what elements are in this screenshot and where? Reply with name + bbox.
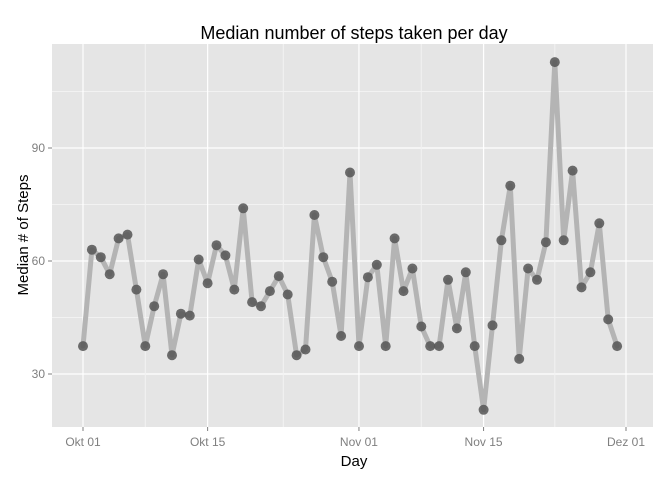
data-point: [131, 284, 142, 295]
data-point: [211, 240, 222, 251]
data-point: [434, 341, 445, 352]
x-tick-label: Okt 01: [65, 435, 101, 449]
data-point: [309, 210, 320, 220]
data-point: [300, 344, 311, 355]
data-point: [238, 203, 249, 214]
data-point: [478, 404, 489, 415]
data-point: [140, 341, 151, 352]
x-tick-label: Nov 15: [465, 435, 503, 449]
data-point: [95, 252, 106, 263]
x-tick-label: Dez 01: [607, 435, 645, 449]
data-point: [407, 263, 418, 274]
data-point: [167, 350, 177, 361]
data-point: [567, 165, 578, 176]
data-point: [354, 341, 364, 352]
data-point: [78, 341, 88, 352]
series-layer: [78, 57, 623, 415]
x-tick-label: Nov 01: [340, 435, 378, 449]
data-point: [229, 284, 240, 295]
data-point: [460, 267, 471, 278]
data-point: [371, 259, 382, 270]
data-point: [603, 314, 614, 325]
data-point: [291, 350, 302, 361]
x-axis: Okt 01 Okt 15 Nov 01 Nov 15 Dez 01: [65, 427, 645, 449]
data-point: [175, 308, 186, 319]
data-point: [532, 274, 542, 285]
y-axis: 30 60 90: [32, 141, 52, 381]
data-point: [505, 180, 516, 191]
chart-title: Median number of steps taken per day: [200, 23, 507, 43]
data-point: [264, 286, 275, 297]
data-point: [451, 323, 462, 334]
grid-lines: [52, 44, 653, 427]
data-point: [380, 341, 391, 352]
data-point: [487, 320, 498, 331]
y-tick-label: 30: [32, 367, 46, 381]
data-point: [336, 331, 347, 341]
data-point: [594, 218, 605, 229]
data-point: [247, 297, 258, 308]
data-point: [549, 57, 560, 68]
y-tick-label: 60: [32, 254, 46, 268]
data-point: [193, 254, 204, 265]
data-point: [469, 341, 480, 352]
data-point: [122, 229, 133, 240]
data-point: [514, 353, 525, 364]
data-point: [612, 341, 623, 352]
data-point: [416, 321, 427, 332]
data-point: [113, 233, 124, 244]
data-point: [104, 269, 115, 280]
data-point: [362, 272, 373, 283]
y-axis-title: Median # of Steps: [15, 175, 32, 296]
data-point: [540, 237, 551, 248]
data-point: [576, 282, 587, 293]
data-point: [184, 310, 195, 321]
data-point: [389, 233, 400, 244]
data-point: [398, 286, 409, 297]
data-point: [327, 276, 338, 287]
data-point: [558, 235, 569, 246]
data-point: [158, 269, 169, 280]
data-point: [220, 250, 231, 261]
x-tick-label: Okt 15: [190, 435, 226, 449]
x-axis-title: Day: [341, 453, 368, 470]
data-point: [273, 271, 284, 282]
data-point: [86, 244, 97, 255]
data-point: [256, 301, 266, 312]
data-point: [523, 263, 534, 274]
data-point: [585, 267, 596, 278]
data-point: [496, 235, 507, 246]
data-point: [443, 274, 453, 285]
y-tick-label: 90: [32, 141, 46, 155]
data-point: [425, 341, 436, 352]
data-point: [202, 278, 213, 289]
data-point: [345, 167, 355, 178]
data-point: [149, 301, 160, 312]
data-point: [318, 252, 329, 263]
data-point: [282, 289, 293, 300]
